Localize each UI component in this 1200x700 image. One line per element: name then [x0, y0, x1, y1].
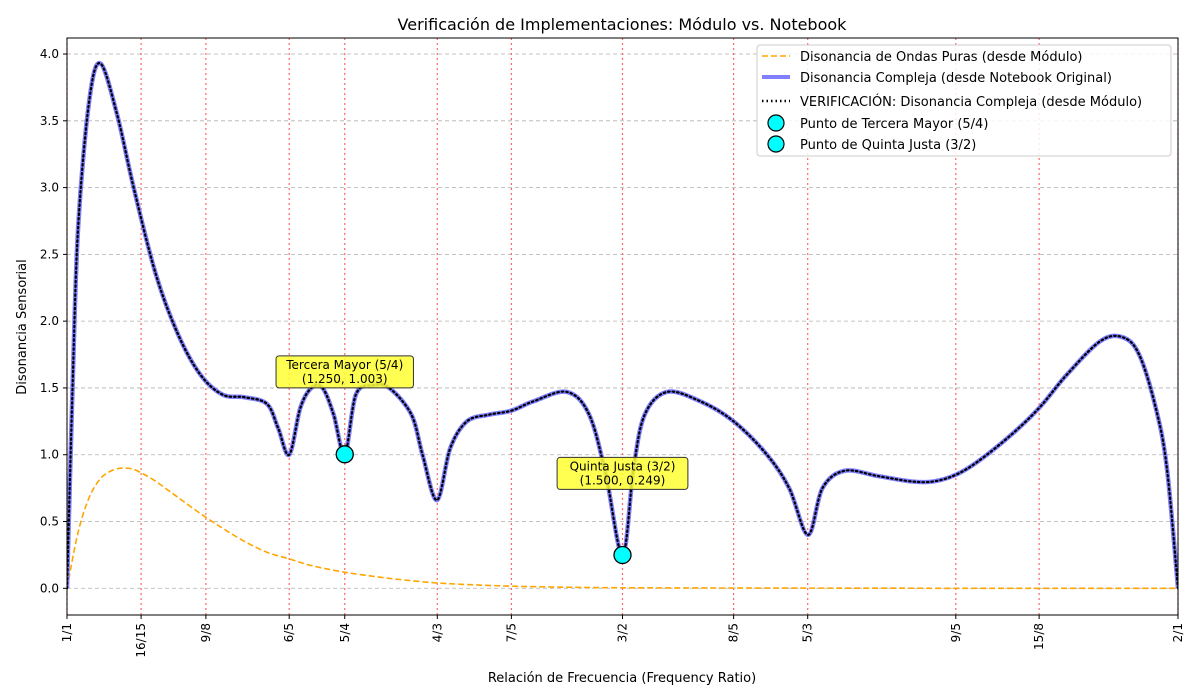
x-tick-label: 15/8 [1032, 623, 1046, 650]
legend-entry-fifth: Punto de Quinta Justa (3/2) [800, 138, 976, 153]
chart-title: Verificación de Implementaciones: Módulo… [398, 15, 848, 34]
x-tick-label: 16/15 [134, 623, 148, 658]
marker-layer [335, 445, 632, 565]
x-tick-label: 7/5 [504, 623, 518, 642]
annotation-box-third [275, 355, 414, 389]
x-tick-label: 1/1 [60, 623, 74, 642]
y-tick-label: 1.0 [40, 448, 59, 462]
y-tick-label: 4.0 [40, 47, 59, 61]
y-axis-ticks: 0.0 0.5 1.0 1.5 2.0 2.5 3.0 3.5 4.0 [40, 47, 67, 595]
x-axis-label: Relación de Frecuencia (Frequency Ratio) [488, 671, 756, 686]
x-tick-label: 5/4 [338, 623, 352, 642]
x-tick-label: 9/8 [199, 623, 213, 642]
x-axis-ticks: 1/1 16/15 9/8 6/5 5/4 4/3 7/5 3/2 8/5 5/3 9/5 15/8 2… [60, 615, 1185, 658]
y-tick-label: 2.5 [40, 247, 59, 261]
legend: Disonancia de Ondas Puras (desde Módulo)… [756, 44, 1172, 157]
annotation-box-fifth [556, 456, 689, 490]
x-tick-label: 4/3 [430, 623, 444, 642]
x-tick-label: 5/3 [801, 623, 815, 642]
annotation-layer: Tercera Mayor (5/4)(1.250, 1.003) Quinta … [275, 355, 689, 490]
legend-marker-fifth [767, 135, 785, 153]
x-tick-label: 9/5 [949, 623, 963, 642]
x-tick-label: 8/5 [727, 623, 741, 642]
x-tick-label: 2/1 [1171, 623, 1185, 642]
y-tick-label: 3.0 [40, 181, 59, 195]
legend-marker-third [767, 114, 785, 132]
y-tick-label: 3.5 [40, 114, 59, 128]
x-tick-label: 6/5 [282, 623, 296, 642]
annotation-title-third: Tercera Mayor (5/4) [285, 358, 403, 372]
series-line-pure [67, 467, 1178, 590]
y-tick-label: 2.0 [40, 314, 59, 328]
y-tick-label: 1.5 [40, 381, 59, 395]
series-line-verification [67, 62, 1178, 590]
plot-area [66, 37, 1179, 616]
x-tick-label: 3/2 [616, 623, 630, 642]
legend-box [756, 44, 1172, 157]
annotation-coords-fifth: (1.500, 0.249) [580, 473, 666, 487]
legend-entry-third: Punto de Tercera Mayor (5/4) [800, 117, 988, 132]
y-tick-label: 0.0 [40, 581, 59, 595]
legend-entry-verification: VERIFICACIÓN: Disonancia Compleja (desde… [800, 94, 1142, 110]
legend-entry-pure: Disonancia de Ondas Puras (desde Módulo) [800, 50, 1082, 65]
series-layer [67, 60, 1178, 590]
y-axis-label: Disonancia Sensorial [15, 259, 30, 394]
annotation-coords-third: (1.250, 1.003) [302, 372, 388, 386]
y-tick-label: 0.5 [40, 515, 59, 529]
annotation-title-fifth: Quinta Justa (3/2) [570, 459, 676, 473]
marker-point-third [335, 445, 354, 464]
legend-entry-notebook: Disonancia Compleja (desde Notebook Orig… [800, 71, 1112, 86]
marker-point-fifth [613, 545, 632, 565]
